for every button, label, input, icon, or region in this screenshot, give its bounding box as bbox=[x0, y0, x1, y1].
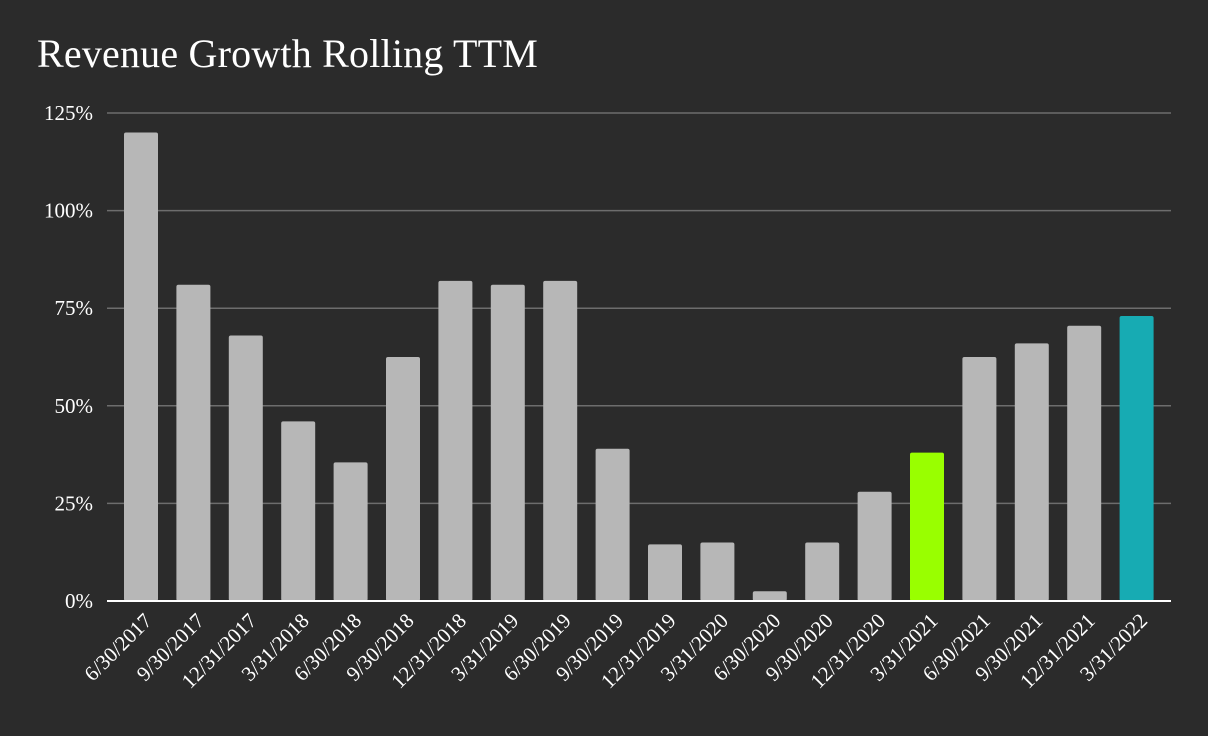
bars bbox=[124, 132, 1154, 601]
bar bbox=[490, 284, 525, 601]
y-tick-label: 125% bbox=[44, 101, 93, 125]
bar bbox=[857, 491, 892, 601]
x-axis-tick-labels: 6/30/20179/30/201712/31/20173/31/20186/3… bbox=[79, 609, 1152, 694]
y-tick-label: 50% bbox=[55, 394, 94, 418]
bar bbox=[1119, 316, 1154, 601]
bar bbox=[438, 280, 473, 601]
bar bbox=[962, 357, 997, 601]
bar bbox=[543, 280, 578, 601]
y-tick-label: 25% bbox=[55, 491, 94, 515]
y-tick-label: 75% bbox=[55, 296, 94, 320]
bar bbox=[333, 462, 368, 601]
bar bbox=[124, 132, 158, 601]
y-tick-label: 0% bbox=[65, 589, 93, 613]
bar bbox=[386, 357, 420, 601]
bar bbox=[176, 284, 211, 601]
bar bbox=[228, 335, 263, 601]
bar bbox=[700, 542, 735, 601]
bar bbox=[595, 448, 630, 601]
y-axis-tick-labels: 0% 25% 50% 75% 100% 125% bbox=[44, 101, 93, 613]
bar bbox=[1014, 343, 1049, 601]
chart-title: Revenue Growth Rolling TTM bbox=[37, 31, 539, 76]
y-tick-label: 100% bbox=[44, 199, 93, 223]
bar bbox=[910, 452, 944, 601]
gridlines bbox=[107, 112, 1171, 505]
bar bbox=[752, 591, 787, 601]
bar bbox=[805, 542, 840, 601]
bar bbox=[648, 544, 682, 601]
bar bbox=[281, 421, 316, 601]
bar bbox=[1067, 325, 1102, 601]
